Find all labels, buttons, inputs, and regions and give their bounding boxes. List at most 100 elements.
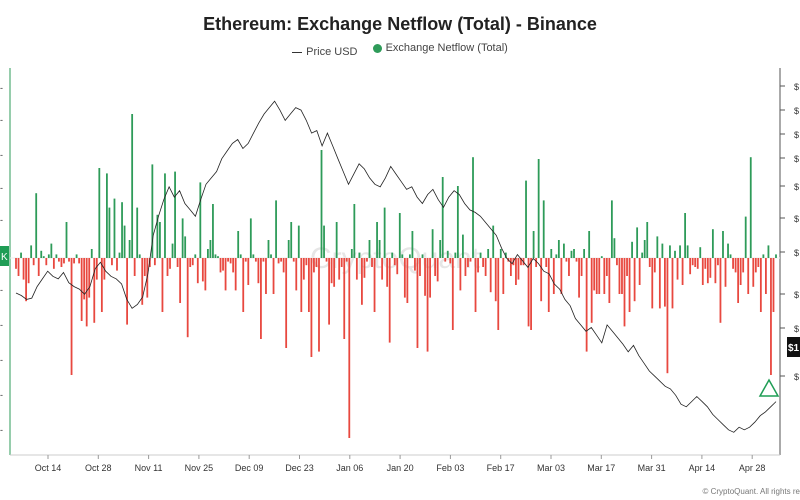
left-tick-label: - [0, 390, 3, 400]
netflow-bar [249, 218, 252, 258]
left-tick-label: - [0, 320, 3, 330]
netflow-bar [143, 258, 146, 276]
netflow-bar [126, 258, 128, 325]
netflow-bar [70, 258, 73, 375]
netflow-bar [22, 258, 25, 280]
netflow-bar [100, 258, 103, 312]
netflow-bar [732, 258, 734, 269]
netflow-bar [166, 258, 169, 276]
netflow-bar [467, 258, 469, 267]
netflow-bar [568, 258, 570, 276]
netflow-bar [232, 258, 235, 273]
netflow-bar [699, 247, 702, 258]
netflow-bar [42, 256, 45, 258]
x-tick-label: Nov 11 [135, 463, 163, 473]
netflow-bar [598, 258, 601, 294]
netflow-bar [242, 258, 245, 312]
netflow-bar [275, 200, 277, 258]
right-tick-label: $ [794, 290, 799, 300]
netflow-bar [563, 243, 565, 258]
netflow-bar [378, 240, 381, 258]
netflow-bar [348, 258, 351, 438]
netflow-bar [444, 258, 447, 262]
right-tick-label: $ [794, 130, 799, 140]
netflow-bar [754, 258, 757, 273]
netflow-bar [671, 258, 674, 309]
chart-title: Ethereum: Exchange Netflow (Total) - Bin… [203, 14, 597, 34]
netflow-bar [265, 258, 267, 294]
netflow-bar [666, 258, 669, 374]
netflow-bar [446, 250, 449, 258]
netflow-bar [151, 164, 154, 258]
netflow-bar [585, 258, 588, 352]
x-tick-label: Feb 03 [436, 463, 464, 473]
netflow-bar [330, 258, 333, 284]
netflow-bar [386, 258, 389, 287]
netflow-bar [307, 258, 310, 312]
netflow-bar [603, 258, 606, 294]
netflow-bar [111, 258, 113, 266]
line-swatch-icon [292, 51, 303, 53]
netflow-bar [295, 258, 298, 291]
right-tick-label: $ [794, 154, 799, 164]
netflow-bar [651, 258, 654, 309]
netflow-bar [742, 258, 745, 273]
netflow-bar [441, 177, 444, 258]
netflow-bar [610, 200, 613, 258]
netflow-bar [479, 252, 482, 258]
netflow-bar [578, 258, 580, 298]
netflow-bar [194, 254, 197, 258]
netflow-bar [691, 258, 694, 266]
netflow-bar [520, 258, 522, 266]
netflow-bar [196, 258, 199, 284]
netflow-bar [459, 258, 462, 291]
netflow-bar [689, 258, 692, 275]
netflow-bar [368, 240, 371, 258]
legend-price-label: Price USD [306, 46, 358, 58]
netflow-bar [361, 258, 363, 305]
dot-swatch-icon [372, 43, 382, 53]
netflow-bar [631, 241, 633, 258]
right-badge [787, 337, 800, 357]
netflow-bar [711, 229, 714, 258]
netflow-bar [648, 258, 651, 267]
netflow-bar [583, 249, 586, 258]
netflow-bar [515, 258, 517, 285]
legend-item-netflow[interactable]: Exchange Netflow (Total) [372, 42, 508, 54]
netflow-bar [204, 258, 207, 291]
right-tick-label: $ [794, 324, 799, 334]
netflow-bar [27, 258, 30, 284]
netflow-bar [292, 258, 295, 262]
netflow-bar [280, 258, 283, 262]
legend-item-price[interactable]: Price USD [292, 46, 358, 58]
netflow-bar [90, 249, 93, 258]
netflow-bar [623, 258, 626, 327]
netflow-bar [684, 213, 686, 258]
netflow-bar [371, 258, 373, 267]
x-tick-label: Feb 17 [487, 463, 515, 473]
netflow-bar [434, 258, 437, 276]
netflow-bar [573, 249, 575, 258]
left-tick-label: - [0, 285, 3, 295]
x-tick-label: Nov 25 [185, 463, 214, 473]
netflow-bar [600, 256, 603, 258]
netflow-bar [734, 258, 737, 273]
left-badge [0, 246, 9, 266]
netflow-bar [257, 258, 260, 284]
netflow-bar [17, 258, 20, 276]
netflow-bar [217, 256, 219, 258]
netflow-bar [123, 225, 126, 258]
netflow-bar [272, 258, 275, 294]
right-tick-label: $ [794, 248, 799, 258]
netflow-bar [52, 258, 55, 269]
netflow-bar [270, 254, 272, 258]
netflow-bar [504, 252, 507, 258]
netflow-bar [408, 254, 411, 258]
netflow-bar [643, 240, 646, 258]
netflow-bar [426, 258, 429, 352]
x-tick-label: Mar 03 [537, 463, 565, 473]
netflow-bar [181, 218, 184, 258]
netflow-bar [530, 258, 532, 330]
netflow-bar [32, 258, 35, 266]
netflow-bar [138, 254, 141, 258]
